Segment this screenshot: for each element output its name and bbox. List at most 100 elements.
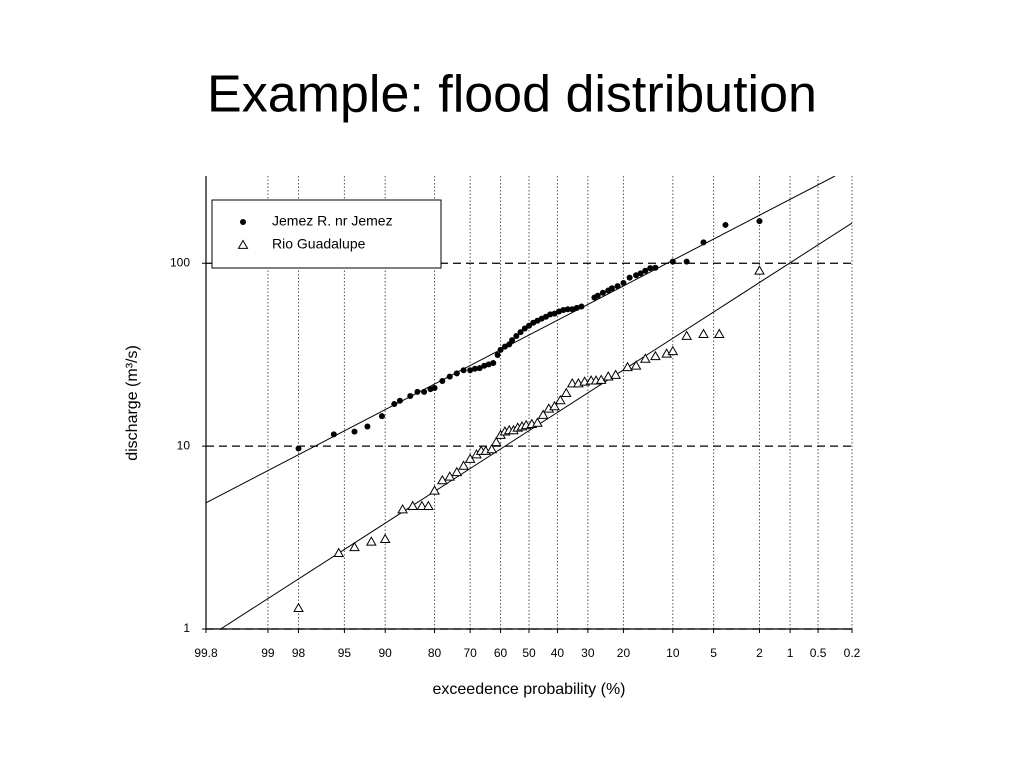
y-axis-label: discharge (m³/s) <box>124 345 141 461</box>
dot-marker <box>497 346 504 353</box>
legend-label: Rio Guadalupe <box>272 236 366 252</box>
triangle-marker <box>754 265 765 275</box>
dot-marker <box>467 367 474 374</box>
x-tick-label: 90 <box>378 646 392 660</box>
y-tick-label: 100 <box>170 255 190 269</box>
dot-marker <box>652 264 659 271</box>
dot-marker <box>642 267 649 274</box>
y-tick-label: 10 <box>177 438 191 452</box>
dot-marker <box>517 329 524 336</box>
dot-marker <box>620 279 627 286</box>
triangle-marker <box>293 602 304 613</box>
triangle-marker <box>458 460 469 470</box>
triangle-marker <box>237 239 249 249</box>
triangle-marker <box>610 369 622 379</box>
dot-marker <box>614 283 621 290</box>
triangle-marker <box>698 328 709 338</box>
dot-marker <box>407 392 414 399</box>
triangle-marker <box>681 330 693 340</box>
dot-marker <box>722 221 729 228</box>
triangle-marker <box>630 360 642 370</box>
legend-box <box>211 199 442 269</box>
triangle-marker <box>622 361 633 372</box>
dot-marker <box>446 373 453 380</box>
dot-marker <box>509 337 516 344</box>
dot-marker <box>700 239 707 246</box>
dot-marker <box>594 292 601 299</box>
triangle-marker <box>532 417 543 427</box>
x-tick-label: 10 <box>666 646 680 660</box>
triangle-marker <box>537 409 549 419</box>
dot-marker <box>476 365 483 372</box>
triangle-marker <box>464 453 476 463</box>
dot-marker <box>295 445 302 452</box>
triangle-marker <box>549 400 560 411</box>
dot-marker <box>396 397 403 404</box>
dot-marker <box>637 270 644 277</box>
dot-marker <box>669 258 676 265</box>
dot-marker <box>490 359 497 366</box>
x-tick-label: 30 <box>581 646 595 660</box>
dot-marker <box>439 378 446 385</box>
x-tick-label: 70 <box>463 646 477 660</box>
triangle-marker <box>444 471 456 481</box>
dot-marker <box>471 365 478 372</box>
triangle-marker <box>451 466 463 477</box>
x-tick-label: 98 <box>292 646 306 660</box>
dot-marker <box>564 306 571 313</box>
fit-line <box>206 176 836 504</box>
x-tick-label: 2 <box>756 646 763 660</box>
dot-marker <box>513 333 520 340</box>
triangle-marker <box>490 436 502 447</box>
x-tick-label: 99 <box>261 646 275 660</box>
x-tick-label: 80 <box>428 646 442 660</box>
x-tick-label: 5 <box>710 646 717 660</box>
x-tick-label: 0.5 <box>810 646 827 660</box>
triangle-marker <box>560 387 572 397</box>
dot-marker <box>460 367 467 374</box>
dot-marker <box>431 384 438 391</box>
dot-marker <box>391 400 398 407</box>
triangle-marker <box>667 345 679 356</box>
dot-marker <box>633 272 640 279</box>
x-tick-label: 50 <box>522 646 536 660</box>
triangle-marker <box>416 500 428 510</box>
plot-area <box>206 176 852 629</box>
dot-marker <box>453 370 460 377</box>
dot-marker <box>573 304 580 311</box>
dot-marker <box>481 362 488 369</box>
dot-marker <box>494 351 501 358</box>
triangle-marker <box>397 504 408 514</box>
dot-marker <box>364 423 371 430</box>
dot-marker <box>378 413 385 420</box>
x-tick-label: 40 <box>551 646 565 660</box>
dot-marker <box>599 289 606 296</box>
triangle-marker <box>650 350 661 361</box>
dot-marker <box>608 285 615 292</box>
dot-marker <box>626 274 633 281</box>
triangle-marker <box>436 474 448 485</box>
dot-marker <box>414 388 421 395</box>
dot-marker <box>569 306 576 313</box>
dot-marker <box>647 265 654 272</box>
slide-title: Example: flood distribution <box>207 66 817 124</box>
legend-label: Jemez R. nr Jemez <box>272 213 393 229</box>
dot-marker <box>351 428 358 435</box>
triangle-marker <box>486 443 498 454</box>
triangle-marker <box>639 353 651 363</box>
triangle-marker <box>602 371 614 381</box>
x-tick-label: 95 <box>338 646 352 660</box>
triangle-marker <box>349 541 360 552</box>
dot-marker <box>578 303 585 310</box>
triangle-marker <box>379 533 391 544</box>
dot-marker <box>756 218 763 225</box>
x-tick-label: 20 <box>617 646 631 660</box>
triangle-marker <box>595 374 607 384</box>
dot-marker <box>526 322 532 329</box>
dot-marker <box>506 341 513 348</box>
x-tick-label: 99.8 <box>194 646 218 660</box>
x-axis-label: exceedence probability (%) <box>433 681 626 698</box>
dot-marker <box>421 388 428 395</box>
